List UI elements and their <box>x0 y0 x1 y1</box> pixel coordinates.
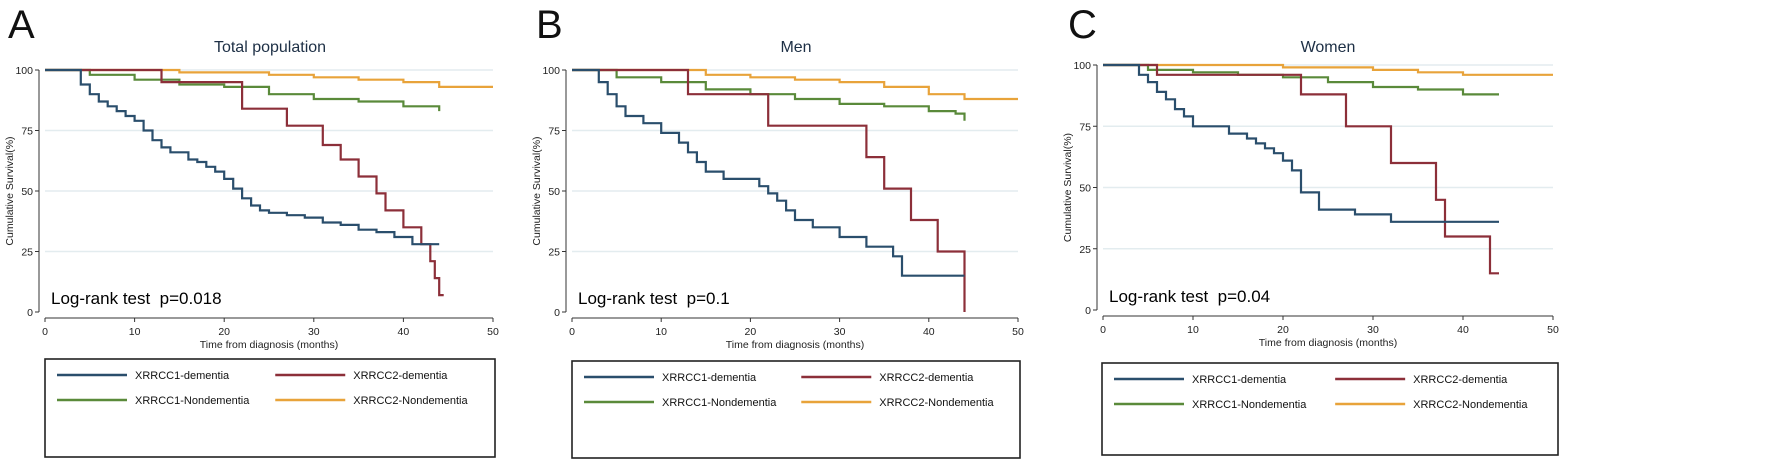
y-tick-label: 75 <box>548 126 560 138</box>
panel-letter: A <box>8 3 35 47</box>
series-line-xrrcc1-dementia <box>45 68 440 246</box>
panel-c: C Women 0 25 50 75 100 0 10 20 30 40 50 Time from dia… <box>1062 3 1559 456</box>
log-rank-annotation: Log-rank test p=0.018 <box>51 289 222 308</box>
series-line-xrrcc2-dementia <box>572 68 966 312</box>
x-tick-label: 50 <box>487 326 499 338</box>
x-tick-label: 20 <box>745 326 757 338</box>
y-tick-label: 50 <box>548 186 560 198</box>
x-tick-label: 30 <box>308 326 320 338</box>
x-tick-label: 50 <box>1547 324 1559 336</box>
x-axis-title: Time from diagnosis (months) <box>1259 337 1397 349</box>
series-line-xrrcc1-nondementia <box>1103 63 1499 96</box>
y-tick-label: 75 <box>1079 121 1091 133</box>
series-line-xrrcc2-nondementia <box>45 68 493 88</box>
y-tick-label: 100 <box>15 65 33 77</box>
legend: XRRCC1-dementia XRRCC2-dementia XRRCC1-Non… <box>44 358 496 458</box>
x-tick-label: 40 <box>398 326 410 338</box>
x-tick-label: 0 <box>42 326 48 338</box>
y-axis-title: Cumulative Survival(%) <box>531 136 543 245</box>
legend-label: XRRCC1-dementia <box>662 372 757 384</box>
y-tick-label: 75 <box>21 126 33 138</box>
x-tick-label: 10 <box>129 326 141 338</box>
x-tick-label: 30 <box>1367 324 1379 336</box>
panel-b: B Men 0 25 50 75 100 0 10 20 30 40 50 Time from diagn… <box>531 3 1024 459</box>
x-tick-label: 20 <box>218 326 230 338</box>
legend-box <box>44 358 496 458</box>
series-line-xrrcc2-nondementia <box>1103 63 1553 76</box>
y-tick-label: 100 <box>1073 60 1091 72</box>
series-line-xrrcc1-dementia <box>1103 63 1499 223</box>
legend-label: XRRCC1-Nondementia <box>135 395 250 407</box>
x-tick-label: 10 <box>655 326 667 338</box>
y-tick-label: 0 <box>554 307 560 319</box>
x-tick-label: 20 <box>1277 324 1289 336</box>
x-tick-label: 50 <box>1012 326 1024 338</box>
panel-title: Total population <box>214 39 326 56</box>
legend-label: XRRCC1-dementia <box>1192 374 1287 386</box>
panel-a: A Total population 0 25 50 75 100 0 10 20 30 40 50 Ti… <box>4 3 499 458</box>
y-tick-label: 100 <box>542 65 560 77</box>
legend-label: XRRCC2-Nondementia <box>1413 399 1528 411</box>
y-tick-label: 25 <box>548 247 560 259</box>
x-axis-title: Time from diagnosis (months) <box>200 339 338 351</box>
y-tick-label: 50 <box>1079 183 1091 195</box>
x-tick-label: 0 <box>569 326 575 338</box>
y-tick-label: 25 <box>1079 244 1091 256</box>
legend-label: XRRCC2-Nondementia <box>353 395 468 407</box>
y-tick-label: 0 <box>27 307 33 319</box>
series-line-xrrcc2-nondementia <box>572 68 1018 101</box>
legend-label: XRRCC2-dementia <box>353 370 448 382</box>
series-line-xrrcc2-dementia <box>1103 63 1499 275</box>
y-axis-title: Cumulative Survival(%) <box>1062 133 1074 242</box>
y-axis-title: Cumulative Survival(%) <box>4 136 16 245</box>
panel-letter: C <box>1068 3 1097 47</box>
series-line-xrrcc1-nondementia <box>45 68 441 112</box>
x-tick-label: 30 <box>834 326 846 338</box>
y-tick-label: 0 <box>1085 305 1091 317</box>
legend-label: XRRCC1-dementia <box>135 370 230 382</box>
legend-label: XRRCC2-Nondementia <box>879 397 994 409</box>
x-tick-label: 10 <box>1187 324 1199 336</box>
y-tick-label: 50 <box>21 186 33 198</box>
series-line-xrrcc1-dementia <box>572 68 965 277</box>
x-tick-label: 40 <box>1457 324 1469 336</box>
legend: XRRCC1-dementia XRRCC2-dementia XRRCC1-Non… <box>571 360 1021 459</box>
x-tick-label: 40 <box>923 326 935 338</box>
log-rank-annotation: Log-rank test p=0.04 <box>1109 287 1270 306</box>
legend-label: XRRCC1-Nondementia <box>662 397 777 409</box>
log-rank-annotation: Log-rank test p=0.1 <box>578 289 730 308</box>
x-axis-title: Time from diagnosis (months) <box>726 339 864 351</box>
panel-letter: B <box>536 3 563 47</box>
panel-title: Men <box>780 39 811 56</box>
y-tick-label: 25 <box>21 247 33 259</box>
legend: XRRCC1-dementia XRRCC2-dementia XRRCC1-Non… <box>1101 362 1559 456</box>
legend-label: XRRCC1-Nondementia <box>1192 399 1307 411</box>
legend-label: XRRCC2-dementia <box>1413 374 1508 386</box>
panel-title: Women <box>1301 39 1356 56</box>
series-line-xrrcc1-nondementia <box>572 68 966 121</box>
x-tick-label: 0 <box>1100 324 1106 336</box>
legend-label: XRRCC2-dementia <box>879 372 974 384</box>
series-line-xrrcc2-dementia <box>45 68 444 297</box>
